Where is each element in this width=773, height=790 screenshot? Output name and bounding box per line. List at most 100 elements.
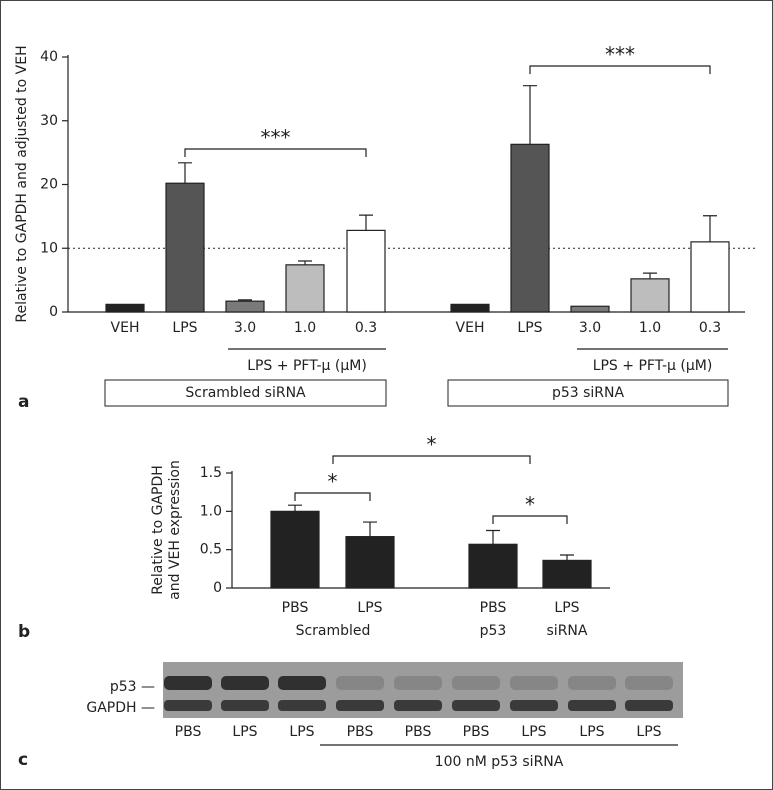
y-tick-label: 30 xyxy=(40,113,58,129)
bar xyxy=(105,303,145,313)
p53-band xyxy=(510,676,558,690)
treatment-label: LPS + PFT-μ (μM) xyxy=(247,358,367,374)
x-tick-label: 3.0 xyxy=(579,320,601,336)
error-bar xyxy=(643,272,657,279)
error-bar xyxy=(178,162,192,184)
bar xyxy=(450,303,490,313)
group-label: p53 siRNA xyxy=(552,385,625,401)
lane-label: LPS xyxy=(521,724,546,740)
error-bar xyxy=(288,504,302,512)
y-tick-label: 40 xyxy=(40,49,58,65)
panel-letter: c xyxy=(18,750,28,770)
y-tick-label: 0 xyxy=(213,580,222,596)
error-bar xyxy=(363,521,377,537)
gapdh-band xyxy=(336,700,384,711)
x-tick-label: LPS xyxy=(554,600,579,616)
y-tick-label: 1.0 xyxy=(200,503,222,519)
p53-band xyxy=(164,676,212,690)
lane-label: PBS xyxy=(175,724,202,740)
x-tick-label: VEH xyxy=(456,320,485,336)
gapdh-band xyxy=(568,700,616,711)
p53-band xyxy=(336,676,384,690)
p53-band xyxy=(625,676,673,690)
error-bar xyxy=(523,85,537,145)
lane-label: PBS xyxy=(405,724,432,740)
error-bar xyxy=(486,529,500,545)
p53-band xyxy=(568,676,616,690)
y-tick-label: 10 xyxy=(40,240,58,256)
lane-label: LPS xyxy=(579,724,604,740)
x-tick-label: PBS xyxy=(480,600,507,616)
bar xyxy=(270,510,320,589)
lane-label: PBS xyxy=(463,724,490,740)
x-tick-label: 1.0 xyxy=(639,320,661,336)
y-axis-label: Relative to GAPDH xyxy=(150,465,166,595)
significance-bracket xyxy=(294,492,371,501)
bar xyxy=(690,241,730,313)
band-label: p53 — xyxy=(110,679,155,695)
p53-band xyxy=(278,676,326,690)
y-axis-label: and VEH expression xyxy=(167,460,183,600)
y-tick-label: 0.5 xyxy=(200,542,222,558)
p53-band xyxy=(452,676,500,690)
lane-label: LPS xyxy=(289,724,314,740)
x-tick-label: 3.0 xyxy=(234,320,256,336)
significance-bracket xyxy=(492,515,568,524)
sublabel: siRNA xyxy=(547,623,588,639)
y-tick-label: 0 xyxy=(49,304,58,320)
x-tick-label: 1.0 xyxy=(294,320,316,336)
bar xyxy=(570,305,610,313)
x-tick-label: 0.3 xyxy=(699,320,721,336)
lane-label: LPS xyxy=(232,724,257,740)
bar xyxy=(225,300,265,313)
bar xyxy=(468,543,518,589)
x-tick-label: PBS xyxy=(282,600,309,616)
x-tick-label: LPS xyxy=(357,600,382,616)
panel-letter: b xyxy=(18,622,30,642)
significance-label: * xyxy=(427,433,437,457)
lane-label: LPS xyxy=(636,724,661,740)
bar xyxy=(346,229,386,313)
error-bar xyxy=(298,260,312,265)
p53-band xyxy=(394,676,442,690)
gapdh-band xyxy=(164,700,212,711)
significance-bracket xyxy=(332,455,531,464)
significance-bracket xyxy=(184,148,367,157)
lane-label: PBS xyxy=(347,724,374,740)
gapdh-band xyxy=(394,700,442,711)
bar xyxy=(345,536,395,589)
bar xyxy=(510,143,550,313)
x-tick-label: VEH xyxy=(111,320,140,336)
significance-label: * xyxy=(328,470,338,494)
gapdh-band xyxy=(278,700,326,711)
error-bar xyxy=(359,214,373,231)
significance-label: *** xyxy=(261,126,291,150)
x-tick-label: 0.3 xyxy=(355,320,377,336)
treatment-label: 100 nM p53 siRNA xyxy=(435,754,564,770)
significance-label: * xyxy=(525,493,535,517)
sublabel: p53 xyxy=(480,623,507,639)
panel-letter: a xyxy=(18,392,29,412)
bar xyxy=(630,278,670,313)
treatment-label: LPS + PFT-μ (μM) xyxy=(593,358,713,374)
x-tick-label: LPS xyxy=(172,320,197,336)
significance-label: *** xyxy=(605,43,635,67)
sublabel: Scrambled xyxy=(296,623,371,639)
significance-bracket xyxy=(529,65,711,74)
error-bar xyxy=(238,299,252,302)
p53-band xyxy=(221,676,269,690)
error-bar xyxy=(703,215,717,242)
y-axis-label: Relative to GAPDH and adjusted to VEH xyxy=(14,45,30,322)
gapdh-band xyxy=(625,700,673,711)
x-tick-label: LPS xyxy=(517,320,542,336)
gapdh-band xyxy=(221,700,269,711)
error-bar xyxy=(560,554,574,561)
bar xyxy=(165,182,205,313)
y-tick-label: 1.5 xyxy=(200,465,222,481)
y-tick-label: 20 xyxy=(40,177,58,193)
bar xyxy=(542,559,592,589)
band-label: GAPDH — xyxy=(86,700,155,716)
group-box xyxy=(104,379,387,407)
bar xyxy=(285,264,325,313)
